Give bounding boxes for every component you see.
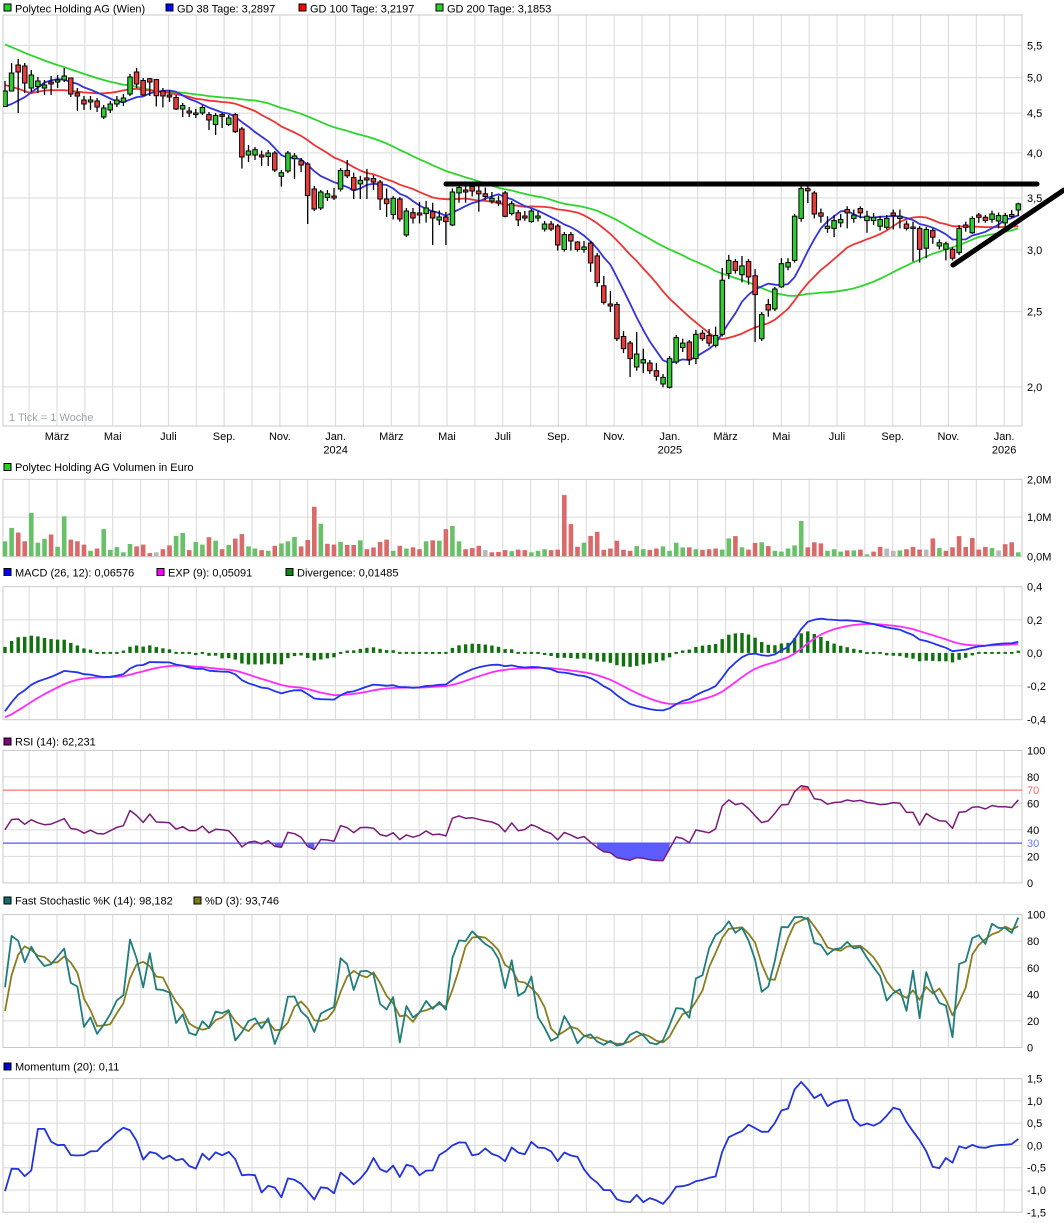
svg-text:0,5: 0,5 xyxy=(1027,1118,1042,1130)
svg-text:Mai: Mai xyxy=(772,431,790,443)
svg-text:40: 40 xyxy=(1027,989,1039,1001)
svg-text:4,5: 4,5 xyxy=(1027,108,1042,120)
svg-text:2026: 2026 xyxy=(992,445,1016,457)
svg-text:Jan.: Jan. xyxy=(325,431,346,443)
svg-text:Sep.: Sep. xyxy=(547,431,570,443)
svg-text:0,0: 0,0 xyxy=(1027,1140,1042,1152)
svg-text:Juli: Juli xyxy=(494,431,511,443)
svg-text:Nov.: Nov. xyxy=(269,431,291,443)
svg-text:Mai: Mai xyxy=(104,431,122,443)
svg-text:0: 0 xyxy=(1027,878,1033,890)
svg-text:2,0: 2,0 xyxy=(1027,382,1042,394)
svg-text:0,2: 0,2 xyxy=(1027,615,1042,627)
svg-text:1,5: 1,5 xyxy=(1027,1074,1042,1086)
svg-text:2,5: 2,5 xyxy=(1027,307,1042,319)
svg-text:Juli: Juli xyxy=(160,431,177,443)
svg-text:%D (3): 93,746: %D (3): 93,746 xyxy=(205,896,279,908)
svg-text:1,0: 1,0 xyxy=(1027,1096,1042,1108)
svg-text:0,0M: 0,0M xyxy=(1027,552,1051,564)
svg-text:Jan.: Jan. xyxy=(660,431,681,443)
svg-text:Juli: Juli xyxy=(829,431,846,443)
svg-text:Nov.: Nov. xyxy=(937,431,959,443)
svg-text:2025: 2025 xyxy=(658,445,682,457)
svg-text:RSI (14): 62,231: RSI (14): 62,231 xyxy=(15,737,96,749)
svg-text:20: 20 xyxy=(1027,851,1039,863)
svg-text:1 Tick = 1 Woche: 1 Tick = 1 Woche xyxy=(9,412,93,424)
svg-text:Sep.: Sep. xyxy=(881,431,904,443)
svg-text:Polytec Holding AG Volumen in: Polytec Holding AG Volumen in Euro xyxy=(15,462,194,474)
svg-text:5,5: 5,5 xyxy=(1027,40,1042,52)
svg-text:20: 20 xyxy=(1027,1016,1039,1028)
svg-text:-0,2: -0,2 xyxy=(1027,681,1046,693)
svg-text:März: März xyxy=(713,431,737,443)
svg-text:3,0: 3,0 xyxy=(1027,245,1042,257)
svg-text:-0,5: -0,5 xyxy=(1027,1163,1046,1175)
svg-text:80: 80 xyxy=(1027,772,1039,784)
svg-text:2024: 2024 xyxy=(323,445,347,457)
svg-text:2,0M: 2,0M xyxy=(1027,474,1051,486)
svg-text:Mai: Mai xyxy=(438,431,456,443)
svg-text:40: 40 xyxy=(1027,825,1039,837)
svg-text:Fast Stochastic %K (14): 98,18: Fast Stochastic %K (14): 98,182 xyxy=(15,896,173,908)
svg-text:Nov.: Nov. xyxy=(603,431,625,443)
svg-text:0: 0 xyxy=(1027,1043,1033,1055)
svg-text:-0,4: -0,4 xyxy=(1027,715,1046,727)
svg-text:Polytec Holding AG (Wien): Polytec Holding AG (Wien) xyxy=(15,4,145,16)
svg-text:4,0: 4,0 xyxy=(1027,148,1042,160)
svg-text:5,0: 5,0 xyxy=(1027,73,1042,85)
svg-text:EXP (9): 0,05091: EXP (9): 0,05091 xyxy=(168,568,252,580)
svg-text:MACD (26, 12): 0,06576: MACD (26, 12): 0,06576 xyxy=(15,568,134,580)
svg-text:März: März xyxy=(45,431,69,443)
svg-text:60: 60 xyxy=(1027,963,1039,975)
svg-text:Momentum (20): 0,11: Momentum (20): 0,11 xyxy=(15,1062,119,1074)
svg-text:Divergence: 0,01485: Divergence: 0,01485 xyxy=(297,568,399,580)
svg-text:GD 100 Tage: 3,2197: GD 100 Tage: 3,2197 xyxy=(310,4,414,16)
svg-text:0,4: 0,4 xyxy=(1027,582,1042,594)
svg-text:3,5: 3,5 xyxy=(1027,193,1042,205)
svg-text:März: März xyxy=(379,431,403,443)
svg-text:Jan.: Jan. xyxy=(994,431,1015,443)
svg-text:70: 70 xyxy=(1027,785,1039,797)
svg-text:100: 100 xyxy=(1027,910,1045,922)
svg-text:60: 60 xyxy=(1027,798,1039,810)
svg-text:GD 200 Tage: 3,1853: GD 200 Tage: 3,1853 xyxy=(447,4,551,16)
svg-text:Sep.: Sep. xyxy=(213,431,236,443)
svg-text:80: 80 xyxy=(1027,936,1039,948)
svg-text:GD 38 Tage: 3,2897: GD 38 Tage: 3,2897 xyxy=(177,4,275,16)
svg-text:100: 100 xyxy=(1027,745,1045,757)
svg-text:-1,0: -1,0 xyxy=(1027,1185,1046,1197)
svg-text:-1,5: -1,5 xyxy=(1027,1207,1046,1219)
svg-text:30: 30 xyxy=(1027,838,1039,850)
svg-text:1,0M: 1,0M xyxy=(1027,512,1051,524)
svg-text:0,0: 0,0 xyxy=(1027,648,1042,660)
